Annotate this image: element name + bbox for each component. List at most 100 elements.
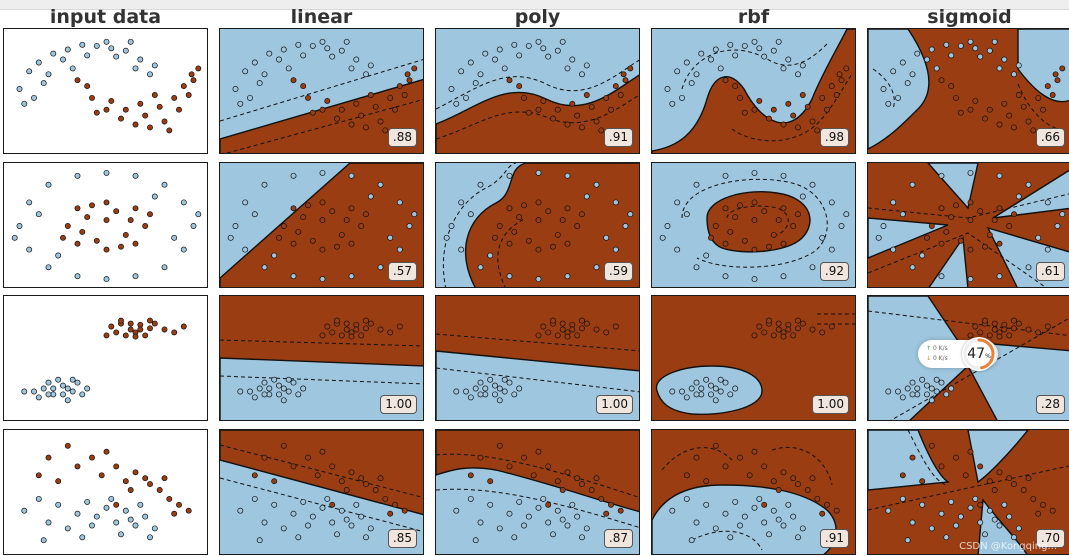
panel-moons-sigmoid: .66 xyxy=(867,28,1069,154)
point-class-b xyxy=(506,77,513,84)
point-class-a xyxy=(348,65,355,72)
point-class-a xyxy=(89,522,95,529)
point-class-a xyxy=(799,62,806,69)
point-class-a xyxy=(60,391,66,398)
point-class-a xyxy=(247,94,253,101)
point-class-a xyxy=(171,234,178,241)
point-class-a xyxy=(348,522,355,529)
point-class-a xyxy=(251,394,258,401)
point-class-b xyxy=(127,326,134,333)
point-class-b xyxy=(535,332,542,339)
point-class-b xyxy=(583,92,590,98)
point-class-b xyxy=(948,214,955,221)
margin-line xyxy=(726,205,789,236)
point-class-a xyxy=(319,504,326,511)
point-class-b xyxy=(703,478,710,485)
column-title-linear: linear xyxy=(290,6,353,28)
point-class-b xyxy=(919,478,926,485)
point-class-a xyxy=(583,525,590,532)
point-class-a xyxy=(45,391,52,398)
point-class-b xyxy=(924,234,930,241)
point-class-a xyxy=(717,65,724,72)
point-class-b xyxy=(795,211,801,218)
point-class-a xyxy=(899,495,906,502)
point-class-a xyxy=(928,46,935,53)
point-class-a xyxy=(79,391,86,398)
point-class-a xyxy=(266,50,273,57)
point-class-a xyxy=(516,385,523,392)
point-class-a xyxy=(890,68,897,75)
point-class-b xyxy=(396,323,403,330)
point-class-a xyxy=(674,199,681,206)
point-class-a xyxy=(84,385,91,392)
point-class-a xyxy=(280,385,287,392)
point-class-b xyxy=(775,217,782,224)
point-class-b xyxy=(1015,320,1022,327)
margin-line xyxy=(436,333,639,352)
point-class-b xyxy=(722,77,729,84)
point-class-a xyxy=(151,525,158,532)
point-class-b xyxy=(741,237,748,244)
point-class-a xyxy=(242,199,249,206)
point-class-b xyxy=(511,228,518,235)
point-class-a xyxy=(343,38,350,45)
point-class-a xyxy=(770,507,777,514)
point-class-a xyxy=(957,513,964,520)
point-class-a xyxy=(280,525,287,532)
point-class-a xyxy=(271,501,278,508)
point-class-b xyxy=(977,208,984,215)
point-class-a xyxy=(1001,56,1008,63)
point-class-a xyxy=(828,246,835,253)
point-class-a xyxy=(358,513,365,520)
point-class-a xyxy=(770,47,777,54)
point-class-b xyxy=(799,320,806,327)
point-class-b xyxy=(727,228,734,235)
point-class-a xyxy=(559,516,566,523)
margin-line xyxy=(225,99,423,153)
point-class-a xyxy=(967,276,974,283)
point-class-b xyxy=(295,228,302,235)
memory-ring-arc xyxy=(963,338,995,370)
point-class-b xyxy=(756,97,763,104)
point-class-a xyxy=(93,513,100,520)
margin-line xyxy=(220,444,423,498)
point-class-b xyxy=(564,121,571,128)
margin-line xyxy=(691,530,763,551)
point-class-b xyxy=(89,202,95,209)
point-class-a xyxy=(55,252,62,259)
point-class-a xyxy=(693,379,700,386)
point-class-a xyxy=(550,531,556,538)
point-class-b xyxy=(1006,332,1013,339)
point-class-a xyxy=(799,193,806,200)
point-class-a xyxy=(795,71,801,78)
point-class-a xyxy=(290,273,297,280)
point-class-a xyxy=(256,80,263,87)
point-class-a xyxy=(334,531,340,538)
point-class-a xyxy=(933,376,940,383)
margin-line xyxy=(872,68,895,110)
point-class-b xyxy=(367,92,374,98)
point-class-b xyxy=(943,228,950,235)
margin-line xyxy=(436,453,639,498)
point-class-a xyxy=(367,62,374,69)
point-class-a xyxy=(717,376,724,383)
point-class-b xyxy=(334,243,340,250)
point-class-b xyxy=(1011,124,1017,131)
point-class-a xyxy=(991,38,998,45)
point-class-b xyxy=(1001,326,1008,333)
point-class-a xyxy=(324,495,331,502)
point-class-a xyxy=(93,42,100,49)
network-speed-widget[interactable]: ↑ 0 K/s ↓ 0 K/s 47% xyxy=(918,337,1008,373)
point-class-a xyxy=(467,394,474,401)
point-class-b xyxy=(1025,326,1032,333)
point-class-a xyxy=(467,495,474,502)
point-class-b xyxy=(617,507,624,514)
point-class-a xyxy=(924,56,930,63)
point-class-b xyxy=(132,333,139,340)
point-class-a xyxy=(554,47,561,54)
point-class-b xyxy=(103,448,110,455)
point-class-b xyxy=(122,231,129,238)
point-class-a xyxy=(132,65,139,72)
point-class-a xyxy=(309,513,316,520)
point-class-b xyxy=(569,100,576,107)
